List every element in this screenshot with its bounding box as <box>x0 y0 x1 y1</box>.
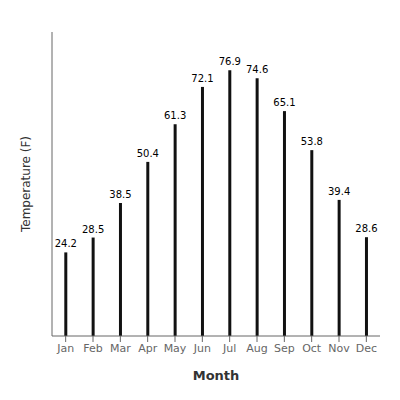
svg-text:76.9: 76.9 <box>219 56 241 67</box>
svg-text:28.6: 28.6 <box>355 223 377 234</box>
svg-text:65.1: 65.1 <box>273 97 295 108</box>
svg-text:Sep: Sep <box>274 342 295 355</box>
svg-text:May: May <box>164 342 187 355</box>
svg-text:38.5: 38.5 <box>109 189 131 200</box>
svg-text:Nov: Nov <box>328 342 350 355</box>
svg-text:39.4: 39.4 <box>328 186 350 197</box>
svg-text:Jun: Jun <box>193 342 211 355</box>
svg-text:Feb: Feb <box>83 342 102 355</box>
svg-text:53.8: 53.8 <box>301 136 323 147</box>
svg-text:Apr: Apr <box>138 342 158 355</box>
svg-text:Mar: Mar <box>110 342 131 355</box>
svg-text:74.6: 74.6 <box>246 64 268 75</box>
svg-text:Jan: Jan <box>56 342 74 355</box>
svg-text:Jul: Jul <box>222 342 236 355</box>
svg-text:61.3: 61.3 <box>164 110 186 121</box>
svg-text:Month: Month <box>193 368 240 383</box>
svg-text:28.5: 28.5 <box>82 224 104 235</box>
svg-text:50.4: 50.4 <box>137 148 159 159</box>
svg-text:Temperature (F): Temperature (F) <box>19 136 33 233</box>
svg-text:Dec: Dec <box>356 342 377 355</box>
svg-text:24.2: 24.2 <box>55 238 77 249</box>
svg-text:Aug: Aug <box>246 342 267 355</box>
svg-text:Oct: Oct <box>302 342 322 355</box>
svg-text:72.1: 72.1 <box>191 73 213 84</box>
